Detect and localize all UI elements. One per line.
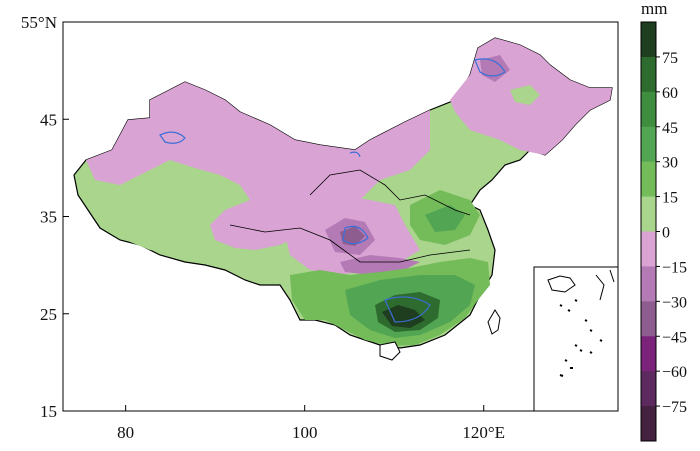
colorbar-label: 15 xyxy=(662,190,678,207)
y-tick-label: 55°N xyxy=(21,13,57,32)
y-tick-label: 35 xyxy=(40,208,57,227)
colorbar-label: 0 xyxy=(662,225,670,242)
inset-map xyxy=(533,266,619,412)
y-tick-label: 25 xyxy=(40,305,57,324)
x-tick-label: 100 xyxy=(292,423,318,442)
colorbar-swatch xyxy=(641,126,656,163)
colorbar-swatch xyxy=(641,371,656,407)
colorbar-label: 30 xyxy=(662,155,678,172)
colorbar-unit-label: mm xyxy=(641,0,667,18)
colorbar-label: −30 xyxy=(662,294,687,311)
positive-patch-east xyxy=(425,205,465,232)
colorbar-label: −60 xyxy=(662,364,687,381)
x-tick-label: 80 xyxy=(117,423,134,442)
y-tick-label: 45 xyxy=(40,110,57,129)
positive-patch-northeast xyxy=(510,85,540,105)
x-tick-label: 120°E xyxy=(462,423,505,442)
colorbar: 75 60 45 30 15 0 −15 −30 −45 −60 −75 xyxy=(640,21,687,442)
colorbar-swatch xyxy=(641,196,656,232)
colorbar-label: −45 xyxy=(662,329,687,346)
colorbar-swatch xyxy=(641,161,656,198)
colorbar-label: −75 xyxy=(662,399,687,416)
colorbar-swatch xyxy=(641,56,656,93)
colorbar-swatch xyxy=(641,231,656,267)
colorbar-swatch xyxy=(641,266,656,302)
river-lines xyxy=(229,169,471,263)
negative-core-center-dark xyxy=(340,226,365,246)
colorbar-label: 45 xyxy=(662,120,678,137)
positive-region-west xyxy=(110,180,215,255)
x-axis: 80 100 120°E xyxy=(117,405,505,442)
y-axis: 15 25 35 45 55°N xyxy=(21,13,69,421)
hainan-island xyxy=(379,341,401,361)
colorbar-swatch xyxy=(641,91,656,128)
colorbar-swatch xyxy=(641,336,656,372)
taiwan-island xyxy=(487,309,501,335)
colorbar-swatch xyxy=(641,22,656,58)
colorbar-swatch xyxy=(641,406,656,442)
colorbar-swatch xyxy=(641,301,656,337)
anomaly-field xyxy=(73,37,613,361)
colorbar-label: 75 xyxy=(662,50,678,67)
y-tick-label: 15 xyxy=(40,402,57,421)
colorbar-label: 60 xyxy=(662,85,678,102)
colorbar-label: −15 xyxy=(662,259,687,276)
significance-contours xyxy=(159,58,506,323)
positive-core-south-darkest xyxy=(382,305,425,328)
